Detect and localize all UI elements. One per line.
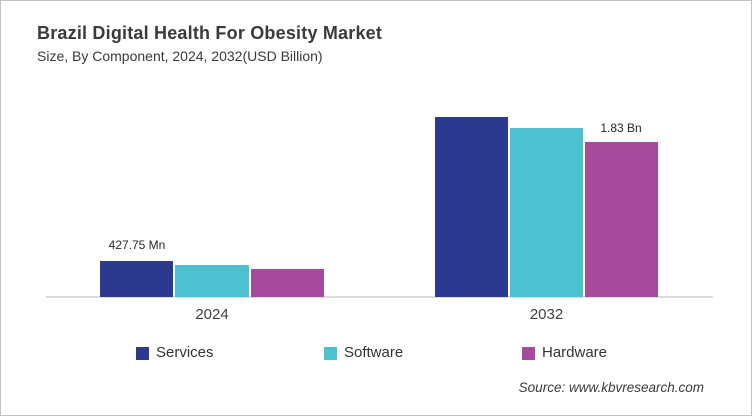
legend-item-hardware: Hardware (522, 344, 607, 361)
bar-hardware-2032 (585, 142, 658, 297)
bar-group-2024 (100, 261, 324, 297)
legend-label-hardware: Hardware (542, 344, 608, 361)
chart-header: Brazil Digital Health For Obesity Market… (37, 22, 382, 64)
hardware-color-swatch (522, 346, 535, 360)
software-color-swatch (324, 346, 337, 360)
chart-subtitle: Size, By Component, 2024, 2032(USD Billi… (37, 47, 323, 64)
legend: Services Software Hardware (1, 344, 751, 366)
data-label-services-2024: 427.75 Mn (108, 238, 166, 252)
x-tick-2032: 2032 (529, 306, 564, 323)
bar-software-2024 (175, 265, 249, 297)
source-credit: Source: www.kbvresearch.com (518, 380, 704, 395)
legend-item-software: Software (324, 344, 403, 361)
legend-label-software: Software (344, 344, 404, 361)
bar-group-2032 (435, 117, 658, 297)
x-tick-2024: 2024 (195, 306, 229, 323)
chart-title: Brazil Digital Health For Obesity Market (37, 23, 383, 43)
bar-services-2024 (100, 261, 174, 297)
bar-software-2032 (510, 128, 583, 297)
legend-label-services: Services (156, 344, 214, 361)
x-axis-line (46, 296, 713, 298)
legend-item-services: Services (136, 344, 214, 361)
bar-hardware-2024 (250, 269, 324, 297)
services-color-swatch (136, 346, 149, 360)
data-label-hardware-2032: 1.83 Bn (600, 121, 642, 135)
bar-services-2032 (435, 117, 508, 297)
